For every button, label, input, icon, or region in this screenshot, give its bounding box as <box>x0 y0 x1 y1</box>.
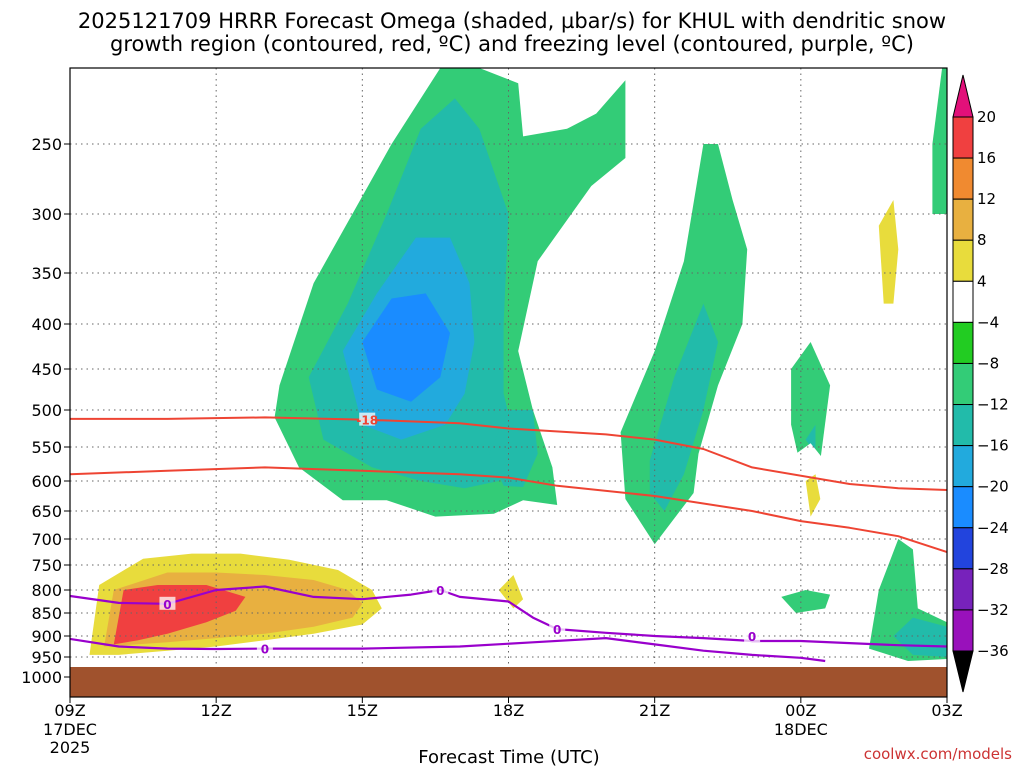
freezing-label-5-bg <box>744 629 761 642</box>
colorbar-bin-12 <box>952 568 974 611</box>
freezing-label-4-bg <box>549 622 566 636</box>
omega-region-6 <box>620 144 748 545</box>
omega-region-10 <box>781 590 831 613</box>
y-tick-label-750: 750 <box>31 556 62 575</box>
freezing-label-3: 0 <box>261 643 269 657</box>
y-tick-label-850: 850 <box>31 604 62 623</box>
colorbar-label-3: 12 <box>977 190 996 208</box>
freezing-label-2-bg <box>432 583 449 596</box>
dgz-contour-label: -18 <box>356 414 378 428</box>
colorbar-label-2: 16 <box>977 149 996 167</box>
x-axis-label: Forecast Time (UTC) <box>418 747 599 768</box>
colorbar-bin-10 <box>952 486 974 529</box>
y-tick-label-250: 250 <box>31 135 62 154</box>
omega-shading <box>79 68 947 661</box>
omega-region-20 <box>605 273 626 342</box>
colorbar-bin-9 <box>952 445 974 488</box>
x-tick-label-15Z: 15Z <box>347 701 378 720</box>
chart-title-line-1: 2025121709 HRRR Forecast Omega (shaded, … <box>78 9 946 33</box>
colorbar-label-14: −36 <box>977 642 1009 660</box>
y-tick-label-900: 900 <box>31 627 62 646</box>
x-tick-label-03Z: 03Z <box>931 701 962 720</box>
y-tick-label-300: 300 <box>31 205 62 224</box>
y-tick-label-800: 800 <box>31 581 62 600</box>
omega-region-13 <box>932 68 947 214</box>
colorbar-label-10: −20 <box>977 478 1009 496</box>
y-tick-label-600: 600 <box>31 472 62 491</box>
omega-region-25 <box>932 481 947 550</box>
colorbar-label-4: 8 <box>977 231 987 249</box>
credit-text: coolwx.com/models <box>864 745 1012 763</box>
omega-region-4 <box>362 293 450 402</box>
colorbar-label-1: 20 <box>977 108 996 126</box>
x-tick-year-09Z: 2025 <box>50 738 91 757</box>
x-tick-date-00Z: 18DEC <box>774 720 828 739</box>
omega-region-7 <box>649 303 718 511</box>
freezing-label-5: 0 <box>748 630 756 644</box>
x-tick-label-09Z: 09Z <box>54 701 85 720</box>
omega-region-24 <box>878 200 899 304</box>
omega-region-19 <box>498 575 524 609</box>
dgz-contour-label-bg <box>359 412 376 426</box>
colorbar-bin-13 <box>952 609 974 652</box>
y-tick-label-1000: 1000 <box>21 668 62 687</box>
colorbar-label-13: −32 <box>977 601 1009 619</box>
y-tick-label-650: 650 <box>31 502 62 521</box>
dgz-contour-2 <box>70 466 947 553</box>
omega-region-17 <box>113 585 246 645</box>
colorbar-bin-6 <box>952 321 974 364</box>
freezing-label-3-bg <box>256 641 273 655</box>
contour-lines: -18 0 0 0 0 0 <box>70 412 947 663</box>
y-tick-label-450: 450 <box>31 360 62 379</box>
colorbar-label-9: −16 <box>977 437 1009 455</box>
y-tick-label-700: 700 <box>31 530 62 549</box>
y-tick-label-500: 500 <box>31 401 62 420</box>
colorbar-bin-11 <box>952 527 974 570</box>
colorbar-label-8: −12 <box>977 396 1009 414</box>
dgz-contour-1 <box>70 416 947 491</box>
x-tick-label-00Z: 00Z <box>785 701 816 720</box>
colorbar-bin-1 <box>952 116 974 159</box>
freezing-contour-2 <box>70 637 826 663</box>
colorbar: 20 16 12 8 4 −4 −8 −12 −16 −20 −24 −28 −32 −36 <box>952 74 1009 693</box>
y-tick-label-400: 400 <box>31 315 62 334</box>
freezing-label-2: 0 <box>436 584 444 598</box>
freezing-label-1-bg <box>159 596 176 610</box>
ground-surface <box>70 667 947 697</box>
chart-title-line-2: growth region (contoured, red, ºC) and f… <box>110 32 914 56</box>
colorbar-top-arrow <box>952 74 974 118</box>
y-tick-label-350: 350 <box>31 264 62 283</box>
colorbar-bottom-arrow <box>952 650 974 693</box>
y-axis-ticks: 250 300 350 400 450 500 550 600 650 700 750 800 850 9… <box>21 135 70 687</box>
colorbar-bin-2 <box>952 157 974 200</box>
colorbar-label-7: −8 <box>977 354 999 372</box>
colorbar-label-12: −28 <box>977 560 1009 578</box>
freezing-label-4: 0 <box>553 623 561 637</box>
freezing-label-1: 0 <box>163 598 171 612</box>
freezing-contour-1 <box>70 585 947 648</box>
colorbar-label-11: −24 <box>977 519 1009 537</box>
x-tick-label-12Z: 12Z <box>201 701 232 720</box>
y-tick-label-950: 950 <box>31 648 62 667</box>
omega-region-8 <box>791 342 831 468</box>
colorbar-bin-4 <box>952 239 974 282</box>
y-tick-label-550: 550 <box>31 438 62 457</box>
colorbar-bin-5 <box>952 280 974 323</box>
omega-region-22 <box>805 474 821 517</box>
colorbar-bin-3 <box>952 198 974 241</box>
grid-lines <box>70 68 947 697</box>
x-tick-label-18Z: 18Z <box>493 701 524 720</box>
x-tick-label-21Z: 21Z <box>639 701 670 720</box>
colorbar-label-5: 4 <box>977 272 987 290</box>
plot-area: -18 0 0 0 0 0 <box>70 68 947 697</box>
colorbar-label-6: −4 <box>977 313 999 331</box>
colorbar-bin-7 <box>952 362 974 406</box>
colorbar-bin-8 <box>952 404 974 447</box>
x-tick-date-09Z: 17DEC <box>43 720 97 739</box>
